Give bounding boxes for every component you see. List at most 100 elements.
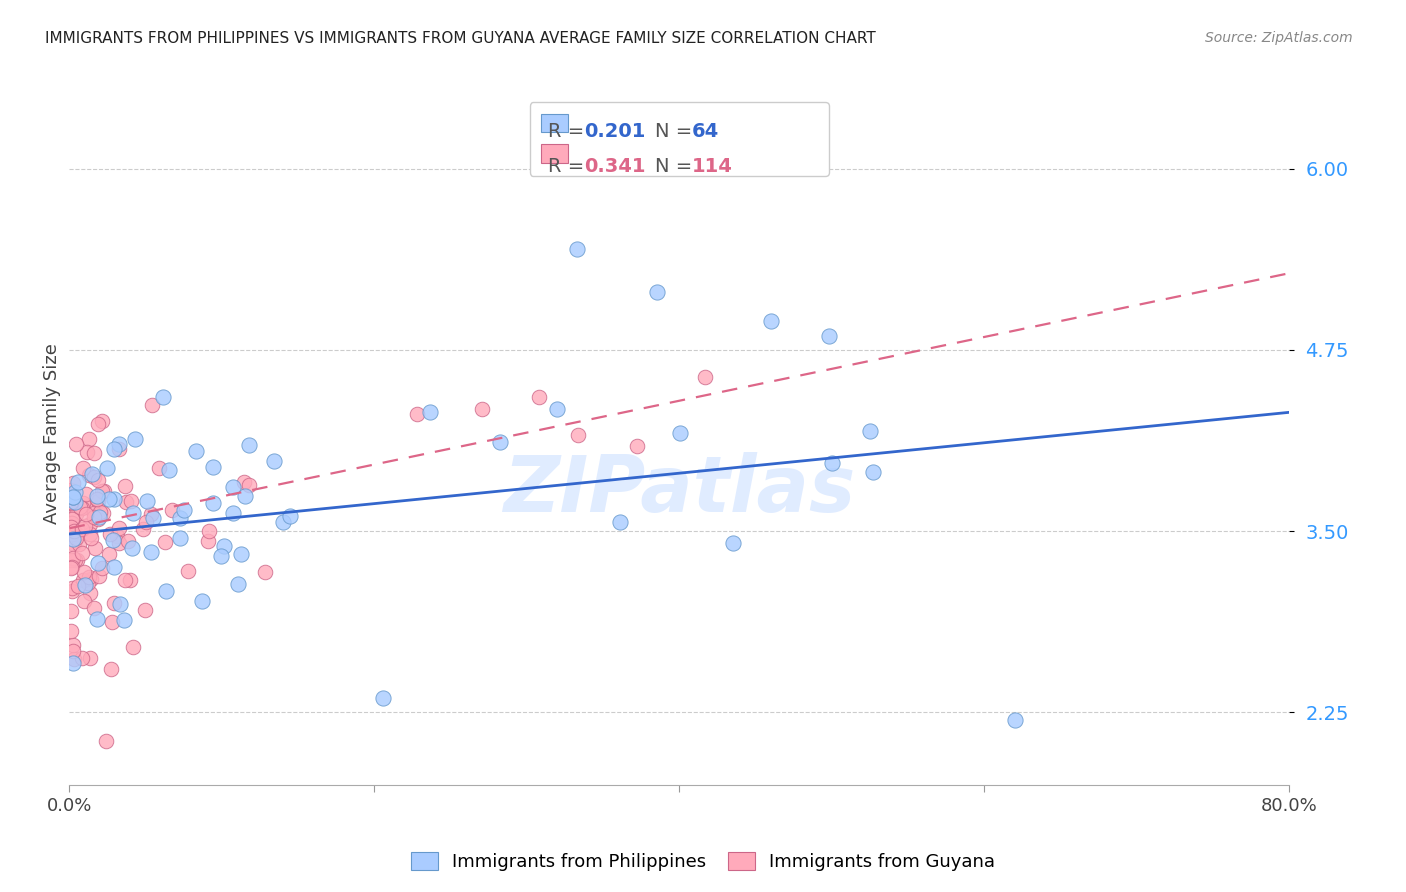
Point <box>75 507 97 521</box>
Point <box>565 242 588 256</box>
Point <box>669 425 692 440</box>
Point <box>67 579 90 593</box>
Text: N =: N = <box>655 121 699 141</box>
Point <box>93 483 115 498</box>
Point <box>103 560 125 574</box>
Point <box>62 532 84 546</box>
Point <box>62 475 84 490</box>
Point <box>75 487 97 501</box>
Point <box>75 519 97 533</box>
Point <box>83 600 105 615</box>
Point <box>233 489 256 503</box>
Point <box>62 489 84 503</box>
Point <box>62 522 84 536</box>
Point <box>419 405 441 419</box>
Point <box>59 624 82 638</box>
Point <box>59 495 82 509</box>
Point <box>80 467 103 481</box>
Point <box>107 442 129 457</box>
Point <box>59 561 82 575</box>
Point <box>63 651 86 665</box>
Point <box>62 551 84 566</box>
Point <box>72 573 94 587</box>
Point <box>626 439 648 453</box>
Point <box>63 498 86 512</box>
Point <box>89 569 111 583</box>
Point <box>278 508 301 523</box>
Point <box>79 586 101 600</box>
Point <box>254 565 277 579</box>
Point <box>66 527 89 541</box>
Point <box>191 594 214 608</box>
Point <box>142 511 165 525</box>
Point <box>136 493 159 508</box>
Point <box>60 527 83 541</box>
Text: Source: ZipAtlas.com: Source: ZipAtlas.com <box>1205 31 1353 45</box>
Point <box>231 547 253 561</box>
Point <box>112 613 135 627</box>
Point <box>60 583 83 598</box>
Text: ZIPatlas: ZIPatlas <box>503 451 855 527</box>
Point <box>87 557 110 571</box>
Point <box>96 460 118 475</box>
Point <box>87 493 110 508</box>
Point <box>821 456 844 470</box>
Point <box>90 561 112 575</box>
Point <box>62 656 84 670</box>
Point <box>63 537 86 551</box>
Point <box>62 512 84 526</box>
Point <box>76 575 98 590</box>
Point <box>124 432 146 446</box>
Point <box>201 495 224 509</box>
Point <box>1004 713 1026 727</box>
Point <box>77 467 100 482</box>
Point <box>117 533 139 548</box>
Point <box>695 370 717 384</box>
Point <box>89 505 111 519</box>
Point <box>209 549 232 563</box>
Point <box>212 539 235 553</box>
Point <box>139 507 162 521</box>
Point <box>862 465 884 479</box>
Point <box>114 574 136 588</box>
Point <box>122 506 145 520</box>
Y-axis label: Average Family Size: Average Family Size <box>44 343 60 524</box>
Point <box>567 428 589 442</box>
Point <box>72 496 94 510</box>
Point <box>148 461 170 475</box>
Legend:                                       ,                                       : , <box>530 103 830 176</box>
Point <box>63 484 86 499</box>
Point <box>135 515 157 529</box>
Point <box>84 541 107 556</box>
Point <box>60 516 83 530</box>
Point <box>103 491 125 506</box>
Point <box>59 604 82 618</box>
Point <box>65 494 87 508</box>
Point <box>645 285 668 299</box>
Point <box>65 531 87 545</box>
Point <box>197 533 219 548</box>
Text: 0.341: 0.341 <box>585 157 645 176</box>
Point <box>103 533 125 547</box>
Point <box>73 594 96 608</box>
Point <box>818 328 841 343</box>
Point <box>160 503 183 517</box>
Point <box>86 473 108 487</box>
Point <box>98 547 121 561</box>
Point <box>79 527 101 541</box>
Point <box>134 603 156 617</box>
Point <box>222 480 245 494</box>
Point <box>66 553 89 567</box>
Point <box>759 314 782 328</box>
Legend: Immigrants from Philippines, Immigrants from Guyana: Immigrants from Philippines, Immigrants … <box>404 846 1002 879</box>
Point <box>70 650 93 665</box>
Point <box>67 536 90 550</box>
Point <box>73 565 96 579</box>
Point <box>232 475 254 490</box>
Point <box>62 490 84 504</box>
Point <box>65 507 87 521</box>
Point <box>77 432 100 446</box>
Point <box>86 612 108 626</box>
Point <box>115 495 138 509</box>
Point <box>86 489 108 503</box>
